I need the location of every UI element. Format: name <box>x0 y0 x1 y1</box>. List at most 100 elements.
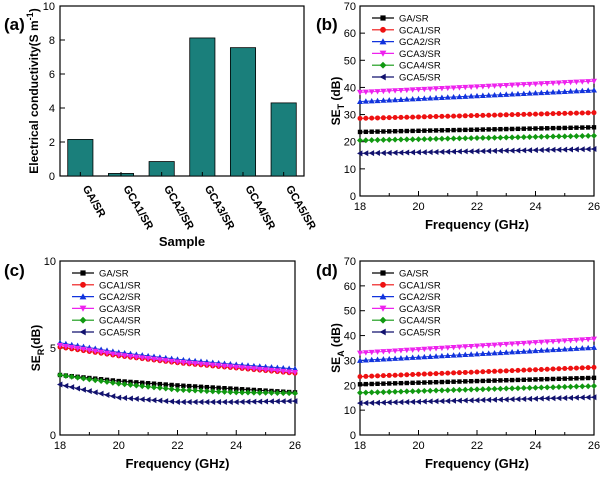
data-point <box>514 134 521 141</box>
panel-d-xtick-label: 26 <box>588 440 600 452</box>
series-d-gca5-sr <box>357 394 597 407</box>
legend-label: GA/SR <box>99 269 129 280</box>
data-point <box>256 366 263 373</box>
data-point <box>561 346 568 352</box>
data-point <box>521 111 527 117</box>
data-point <box>415 149 421 156</box>
data-point <box>421 346 428 353</box>
data-point <box>421 353 428 360</box>
data-point <box>386 136 393 143</box>
data-point <box>357 350 363 356</box>
data-point <box>357 357 363 363</box>
data-point <box>491 83 498 89</box>
panel-c-ytick-label: 0 <box>50 430 56 442</box>
data-point <box>514 147 521 154</box>
data-point <box>573 133 580 140</box>
data-point <box>380 389 387 396</box>
panel-d-ytick-label: 50 <box>344 306 356 318</box>
data-point <box>262 389 269 396</box>
data-point <box>139 383 146 390</box>
data-point <box>585 87 592 93</box>
panel-d-ylabel-main: SE <box>329 357 343 373</box>
data-point <box>386 149 392 156</box>
data-point <box>491 396 497 403</box>
data-point <box>415 95 422 102</box>
data-point <box>415 398 421 405</box>
data-point <box>462 135 469 142</box>
data-point <box>485 83 492 90</box>
data-point <box>156 384 163 391</box>
data-point <box>591 125 597 130</box>
data-point <box>538 147 544 154</box>
data-point <box>375 129 380 134</box>
data-point <box>427 353 434 359</box>
data-point <box>526 134 533 141</box>
data-point <box>62 343 69 350</box>
data-point <box>357 89 363 96</box>
data-point <box>156 397 163 404</box>
data-point <box>369 373 375 379</box>
data-point <box>526 81 533 88</box>
data-point <box>362 400 369 407</box>
data-point <box>392 372 398 378</box>
series-b-gca2-sr <box>357 87 597 104</box>
data-point <box>227 398 233 405</box>
data-point <box>374 137 381 144</box>
data-point <box>398 128 404 134</box>
data-point <box>514 396 521 403</box>
data-point <box>520 90 527 96</box>
data-point <box>444 135 451 142</box>
data-point <box>409 95 416 102</box>
data-point <box>98 378 105 385</box>
panel-a-ylabel-tail: ) <box>27 8 41 12</box>
data-point <box>492 368 498 374</box>
legend-label: GCA4/SR <box>399 316 441 327</box>
data-point <box>491 134 498 141</box>
data-point <box>386 355 393 362</box>
data-point <box>503 368 509 374</box>
legend-marker <box>380 15 386 21</box>
data-point <box>398 372 404 378</box>
data-point <box>456 85 463 91</box>
legend-marker <box>80 281 86 288</box>
data-point <box>386 372 392 378</box>
data-point <box>538 366 544 372</box>
data-point <box>181 383 186 388</box>
data-point <box>585 375 591 381</box>
legend-marker <box>379 61 387 69</box>
data-point <box>410 114 416 120</box>
data-point <box>286 398 292 405</box>
data-point <box>362 357 369 363</box>
data-point <box>514 82 521 88</box>
data-point <box>368 349 375 356</box>
data-point <box>509 112 515 118</box>
data-point <box>591 344 597 350</box>
legend-marker <box>379 305 387 312</box>
data-point <box>416 371 421 377</box>
data-point <box>145 383 152 390</box>
data-point <box>538 133 545 140</box>
data-point <box>580 375 585 381</box>
data-point <box>221 398 227 405</box>
data-point <box>245 398 251 405</box>
data-point <box>526 90 533 96</box>
data-point <box>421 114 427 120</box>
data-point <box>509 377 515 383</box>
data-point <box>521 377 526 382</box>
data-point <box>162 398 169 405</box>
data-point <box>491 147 497 154</box>
data-point <box>585 79 592 85</box>
panel-b-ytick-label: 70 <box>344 1 356 13</box>
data-point <box>503 396 509 403</box>
data-point <box>404 372 410 378</box>
data-point <box>268 367 275 374</box>
data-point <box>386 115 392 121</box>
data-point <box>509 126 515 132</box>
data-point <box>363 373 369 379</box>
data-point <box>591 394 597 401</box>
data-point <box>392 355 399 361</box>
data-point <box>580 125 585 130</box>
data-point <box>98 349 105 356</box>
data-point <box>192 398 198 405</box>
data-point <box>74 385 81 392</box>
